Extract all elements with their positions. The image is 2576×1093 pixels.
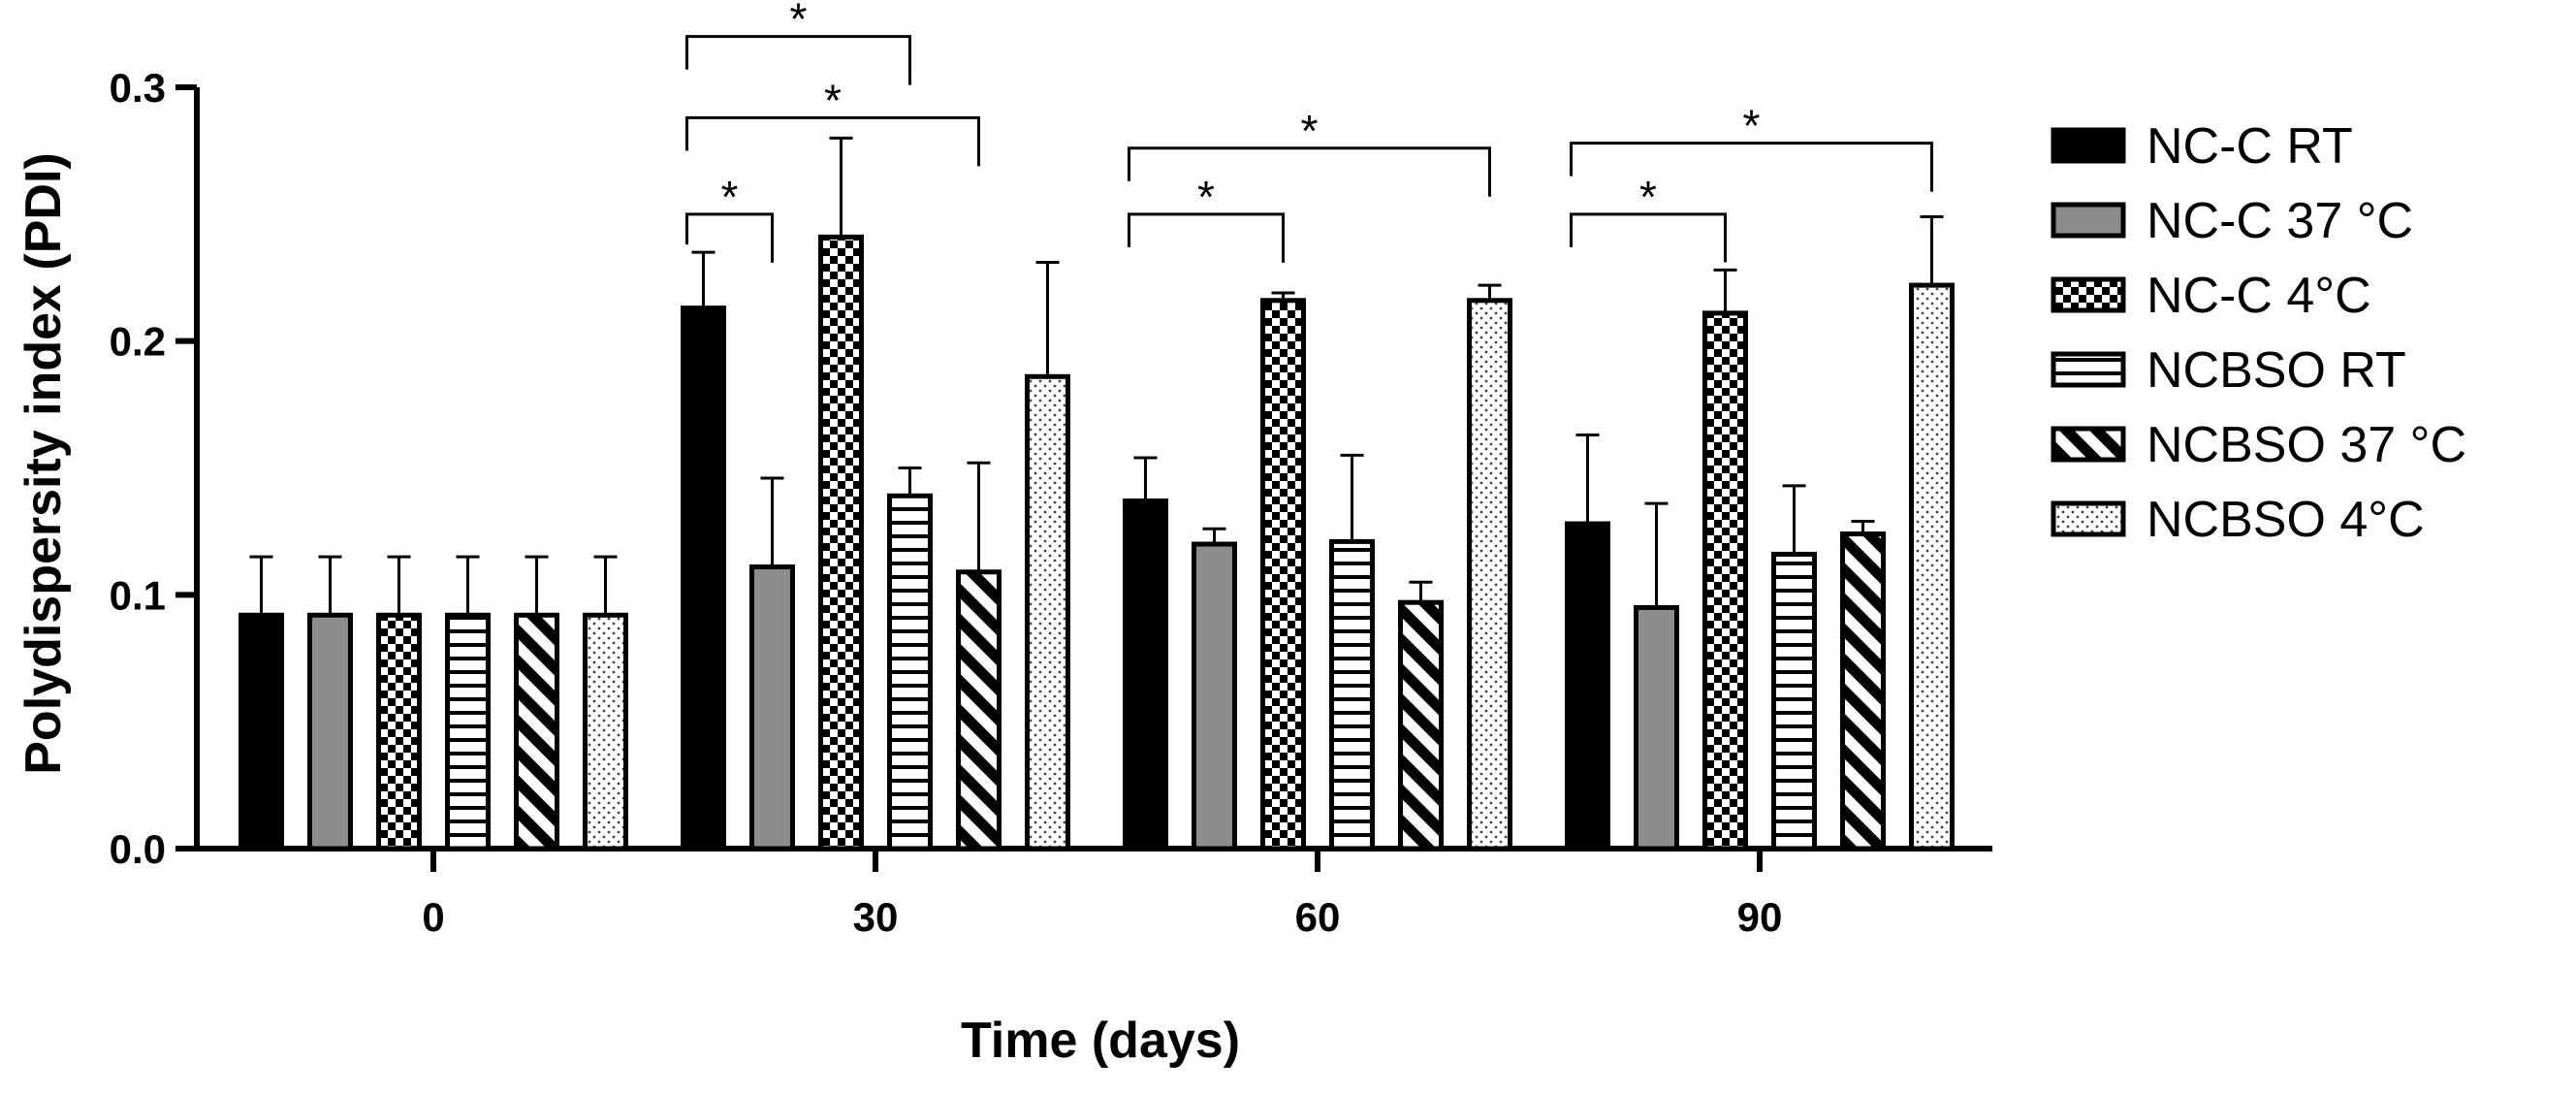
legend-item: NC-C RT: [2051, 118, 2353, 175]
bar: [514, 612, 559, 852]
legend-item: NCBSO 4°C: [2051, 492, 2425, 548]
significance-bracket: [685, 35, 911, 85]
significance-star: *: [1743, 101, 1761, 151]
significance-star: *: [721, 172, 739, 222]
legend-item: NC-C 37 °C: [2051, 193, 2413, 249]
bar: [1025, 373, 1070, 852]
legend-swatch: [2051, 500, 2126, 537]
bar: [1260, 298, 1306, 852]
legend-item: NCBSO RT: [2051, 342, 2406, 399]
bar: [887, 493, 933, 852]
significance-bracket: [1128, 212, 1285, 263]
bar: [583, 612, 628, 852]
legend-swatch: [2051, 127, 2126, 164]
legend-label: NCBSO 4°C: [2147, 492, 2425, 548]
bar: [1467, 298, 1512, 852]
significance-bracket: [1128, 146, 1491, 197]
legend-item: NC-C 4°C: [2051, 268, 2371, 324]
bar: [749, 564, 795, 852]
bar: [681, 305, 726, 852]
bar: [1192, 541, 1237, 852]
bar: [1329, 538, 1375, 852]
legend-item: NCBSO 37 °C: [2051, 417, 2466, 473]
y-axis-title: Polydispersity index (PDI): [16, 152, 72, 775]
x-tick-label: 60: [1295, 894, 1341, 940]
legend-swatch: [2051, 351, 2126, 388]
y-tick-label: 0.1: [110, 572, 166, 618]
significance-star: *: [824, 75, 842, 125]
x-tick-label: 0: [422, 894, 444, 940]
significance-bracket: [685, 115, 980, 167]
x-tick-label: 30: [853, 894, 899, 940]
legend-swatch: [2051, 202, 2126, 239]
bar: [307, 612, 353, 852]
bar: [1398, 599, 1444, 852]
bar: [1771, 551, 1817, 852]
bar: [1702, 310, 1748, 852]
bar: [1123, 498, 1168, 852]
y-tick-label: 0.3: [110, 65, 166, 111]
bar: [239, 612, 284, 852]
legend-swatch: [2051, 276, 2126, 313]
bar: [376, 612, 422, 852]
legend-label: NCBSO RT: [2147, 342, 2406, 399]
bar: [1909, 282, 1955, 852]
y-tick-label: 0.2: [110, 319, 166, 365]
bar: [818, 234, 864, 852]
legend-label: NC-C 4°C: [2147, 268, 2371, 324]
significance-bracket: [1570, 142, 1933, 192]
legend-label: NC-C RT: [2147, 118, 2353, 175]
significance-bracket: [685, 212, 774, 263]
bar: [1634, 604, 1679, 852]
bar: [1565, 521, 1610, 852]
y-tick-label: 0.0: [110, 826, 166, 872]
significance-bracket: [1570, 212, 1727, 263]
legend-label: NCBSO 37 °C: [2147, 417, 2466, 473]
bar: [956, 569, 1002, 852]
bar: [1840, 531, 1886, 852]
significance-star: *: [790, 0, 808, 45]
legend-label: NC-C 37 °C: [2147, 193, 2413, 249]
significance-star: *: [1639, 172, 1657, 222]
bar: [445, 612, 491, 852]
legend-swatch: [2051, 426, 2126, 463]
significance-star: *: [1301, 106, 1319, 156]
x-axis-title: Time (days): [961, 1013, 1240, 1069]
x-tick-label: 90: [1737, 894, 1783, 940]
significance-star: *: [1197, 172, 1215, 222]
